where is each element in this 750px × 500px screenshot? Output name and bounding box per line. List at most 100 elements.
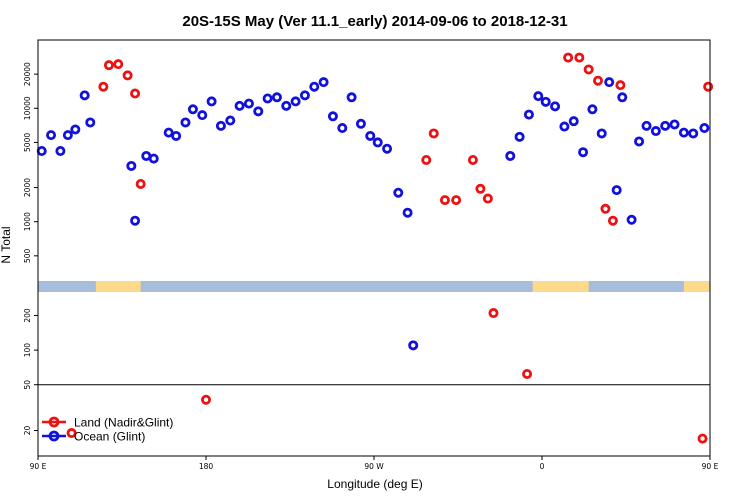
ocean-point [533, 91, 544, 102]
ocean-point [540, 96, 551, 107]
land-point [113, 59, 124, 70]
surface-strip [38, 281, 710, 292]
ocean-point [688, 128, 699, 139]
ocean-point [187, 104, 198, 115]
ocean-point [660, 120, 671, 131]
land-point [98, 81, 109, 92]
ocean-point [130, 215, 141, 226]
ocean-point [36, 146, 47, 157]
x-tick-label: 90 E [30, 462, 47, 471]
plot-frame [37, 39, 711, 457]
ocean-point [299, 90, 310, 101]
y-tick-label: 1000 [23, 212, 32, 231]
ocean-point [550, 101, 561, 112]
chart-title: 20S-15S May (Ver 11.1_early) 2014-09-06 … [182, 13, 567, 30]
y-tick-label: 5000 [23, 133, 32, 152]
ocean-point [669, 119, 680, 130]
ocean-point [611, 185, 622, 196]
land-point [451, 195, 462, 206]
ocean-point [180, 117, 191, 128]
y-tick-label: 20000 [23, 62, 32, 86]
ocean-point [617, 92, 628, 103]
ocean-point [678, 127, 689, 138]
ocean-point [402, 207, 413, 218]
x-tick-label: 180 [199, 462, 214, 471]
ocean-point [626, 214, 637, 225]
legend-label-ocean: Ocean (Glint) [74, 430, 145, 444]
land-point [475, 183, 486, 194]
ocean-strip [38, 281, 710, 292]
ocean-point [641, 120, 652, 131]
land-strip-segment [532, 281, 589, 292]
y-tick-label: 20 [23, 425, 32, 435]
land-point [200, 394, 211, 405]
land-point [130, 88, 141, 99]
land-point [135, 178, 146, 189]
land-point [615, 80, 626, 91]
ocean-point [79, 90, 90, 101]
ocean-point [568, 116, 579, 127]
ocean-point [271, 92, 282, 103]
ocean-point [408, 340, 419, 351]
ocean-point [243, 98, 254, 109]
y-tick-label: 500 [23, 248, 32, 263]
data-points [36, 52, 714, 444]
legend: Land (Nadir&Glint) Ocean (Glint) [42, 416, 173, 444]
land-point [607, 215, 618, 226]
ocean-point [382, 143, 393, 154]
land-point [122, 70, 133, 81]
ocean-point [514, 131, 525, 142]
ocean-point [505, 150, 516, 161]
ocean-point [393, 187, 404, 198]
y-axis-label: N Total [0, 226, 13, 263]
land-strip-segment [683, 281, 710, 292]
ocean-point [523, 109, 534, 120]
land-point [563, 52, 574, 63]
y-axis-ticks: 500 1000 2000 5000 10000 20000 20 50 100 200 [23, 62, 38, 435]
ocean-point [206, 96, 217, 107]
ocean-point [85, 117, 96, 128]
y-tick-label: 10000 [23, 96, 32, 120]
land-point [488, 308, 499, 319]
ocean-point [262, 93, 273, 104]
ocean-point [225, 115, 236, 126]
ocean-point [318, 77, 329, 88]
ocean-point [337, 123, 348, 134]
land-point [697, 433, 708, 444]
x-axis-label: Longitude (deg E) [327, 477, 422, 491]
land-point [66, 428, 77, 439]
land-point [482, 193, 493, 204]
ocean-point [46, 130, 57, 141]
ocean-point [197, 110, 208, 121]
ocean-point [559, 121, 570, 132]
land-point [428, 128, 439, 139]
ocean-point [327, 111, 338, 122]
ocean-point [578, 147, 589, 158]
land-point [421, 154, 432, 165]
land-point [593, 75, 604, 86]
ocean-point [234, 100, 245, 111]
land-strip-segment [95, 281, 141, 292]
y-tick-label: 50 [23, 380, 32, 390]
land-point [600, 203, 611, 214]
y-tick-label: 100 [23, 343, 32, 358]
ocean-point [126, 160, 137, 171]
ocean-point [148, 153, 159, 164]
ocean-point [372, 137, 383, 148]
ocean-point [365, 130, 376, 141]
ocean-point [587, 104, 598, 115]
land-point [467, 154, 478, 165]
ocean-point [70, 124, 81, 135]
land-point [583, 64, 594, 75]
ocean-point [290, 96, 301, 107]
y-tick-label: 200 [23, 308, 32, 323]
legend-marker-land [48, 416, 60, 428]
land-point [574, 52, 585, 63]
land-point [703, 81, 714, 92]
ocean-point [309, 81, 320, 92]
ocean-point [604, 77, 615, 88]
x-tick-label: 0 [540, 462, 545, 471]
y-tick-label: 2000 [23, 178, 32, 197]
ocean-point [650, 126, 661, 137]
